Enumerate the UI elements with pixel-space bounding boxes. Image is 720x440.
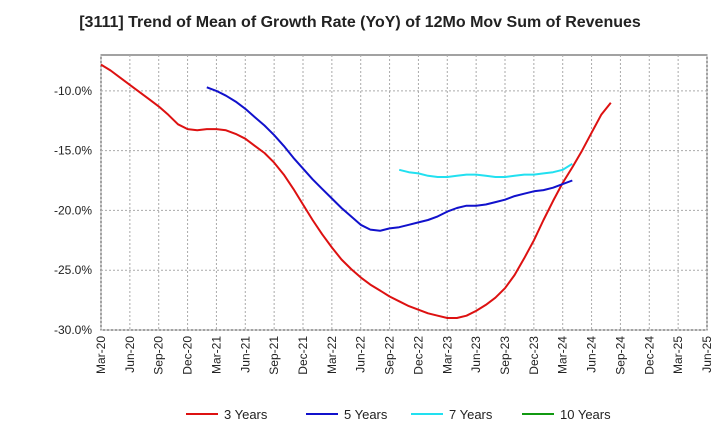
legend-label: 3 Years [224, 407, 268, 422]
x-tick-label: Sep-21 [267, 336, 281, 375]
series-line-3-years [100, 63, 612, 319]
x-tick-label: Jun-20 [123, 336, 137, 373]
plot-area [100, 54, 708, 331]
x-tick-label: Mar-25 [671, 336, 685, 374]
x-tick-label: Dec-22 [411, 336, 425, 375]
x-tick-label: Dec-20 [181, 336, 195, 375]
x-tick-label: Jun-23 [469, 336, 483, 373]
grid-lines [100, 55, 708, 331]
legend: 3 Years 5 Years 7 Years 10 Years [186, 407, 611, 422]
legend-label: 5 Years [344, 407, 388, 422]
series-line-5-years [206, 86, 573, 232]
x-tick-label: Jun-21 [238, 336, 252, 373]
x-tick-label: Jun-25 [700, 336, 714, 373]
x-tick-label: Dec-24 [642, 336, 656, 375]
x-tick-label: Mar-24 [556, 336, 570, 374]
x-tick-label: Mar-22 [325, 336, 339, 374]
x-tick-label: Dec-21 [296, 336, 310, 375]
y-tick-label: -10.0% [54, 84, 92, 98]
series-line-7-years [398, 162, 573, 178]
legend-label: 10 Years [560, 407, 611, 422]
y-tick-label: -15.0% [54, 144, 92, 158]
chart-title: [3111] Trend of Mean of Growth Rate (YoY… [79, 14, 641, 31]
x-tick-label: Dec-23 [527, 336, 541, 375]
x-tick-label: Mar-21 [209, 336, 223, 374]
y-tick-label: -20.0% [54, 203, 92, 217]
x-tick-label: Jun-22 [354, 336, 368, 373]
x-tick-label: Sep-23 [498, 336, 512, 375]
y-tick-label: -30.0% [54, 323, 92, 337]
y-tick-label: -25.0% [54, 263, 92, 277]
series-lines [100, 63, 612, 319]
x-tick-label: Jun-24 [585, 336, 599, 373]
y-axis: -30.0% -25.0% -20.0% -15.0% -10.0% [54, 84, 92, 337]
x-tick-label: Sep-22 [383, 336, 397, 375]
x-tick-label: Mar-20 [94, 336, 108, 374]
x-axis: Mar-20 Jun-20 Sep-20 Dec-20 Mar-21 Jun-21 Sep-… [94, 336, 714, 375]
x-tick-label: Mar-23 [440, 336, 454, 374]
x-tick-label: Sep-20 [152, 336, 166, 375]
legend-label: 7 Years [449, 407, 493, 422]
x-tick-label: Sep-24 [613, 336, 627, 375]
